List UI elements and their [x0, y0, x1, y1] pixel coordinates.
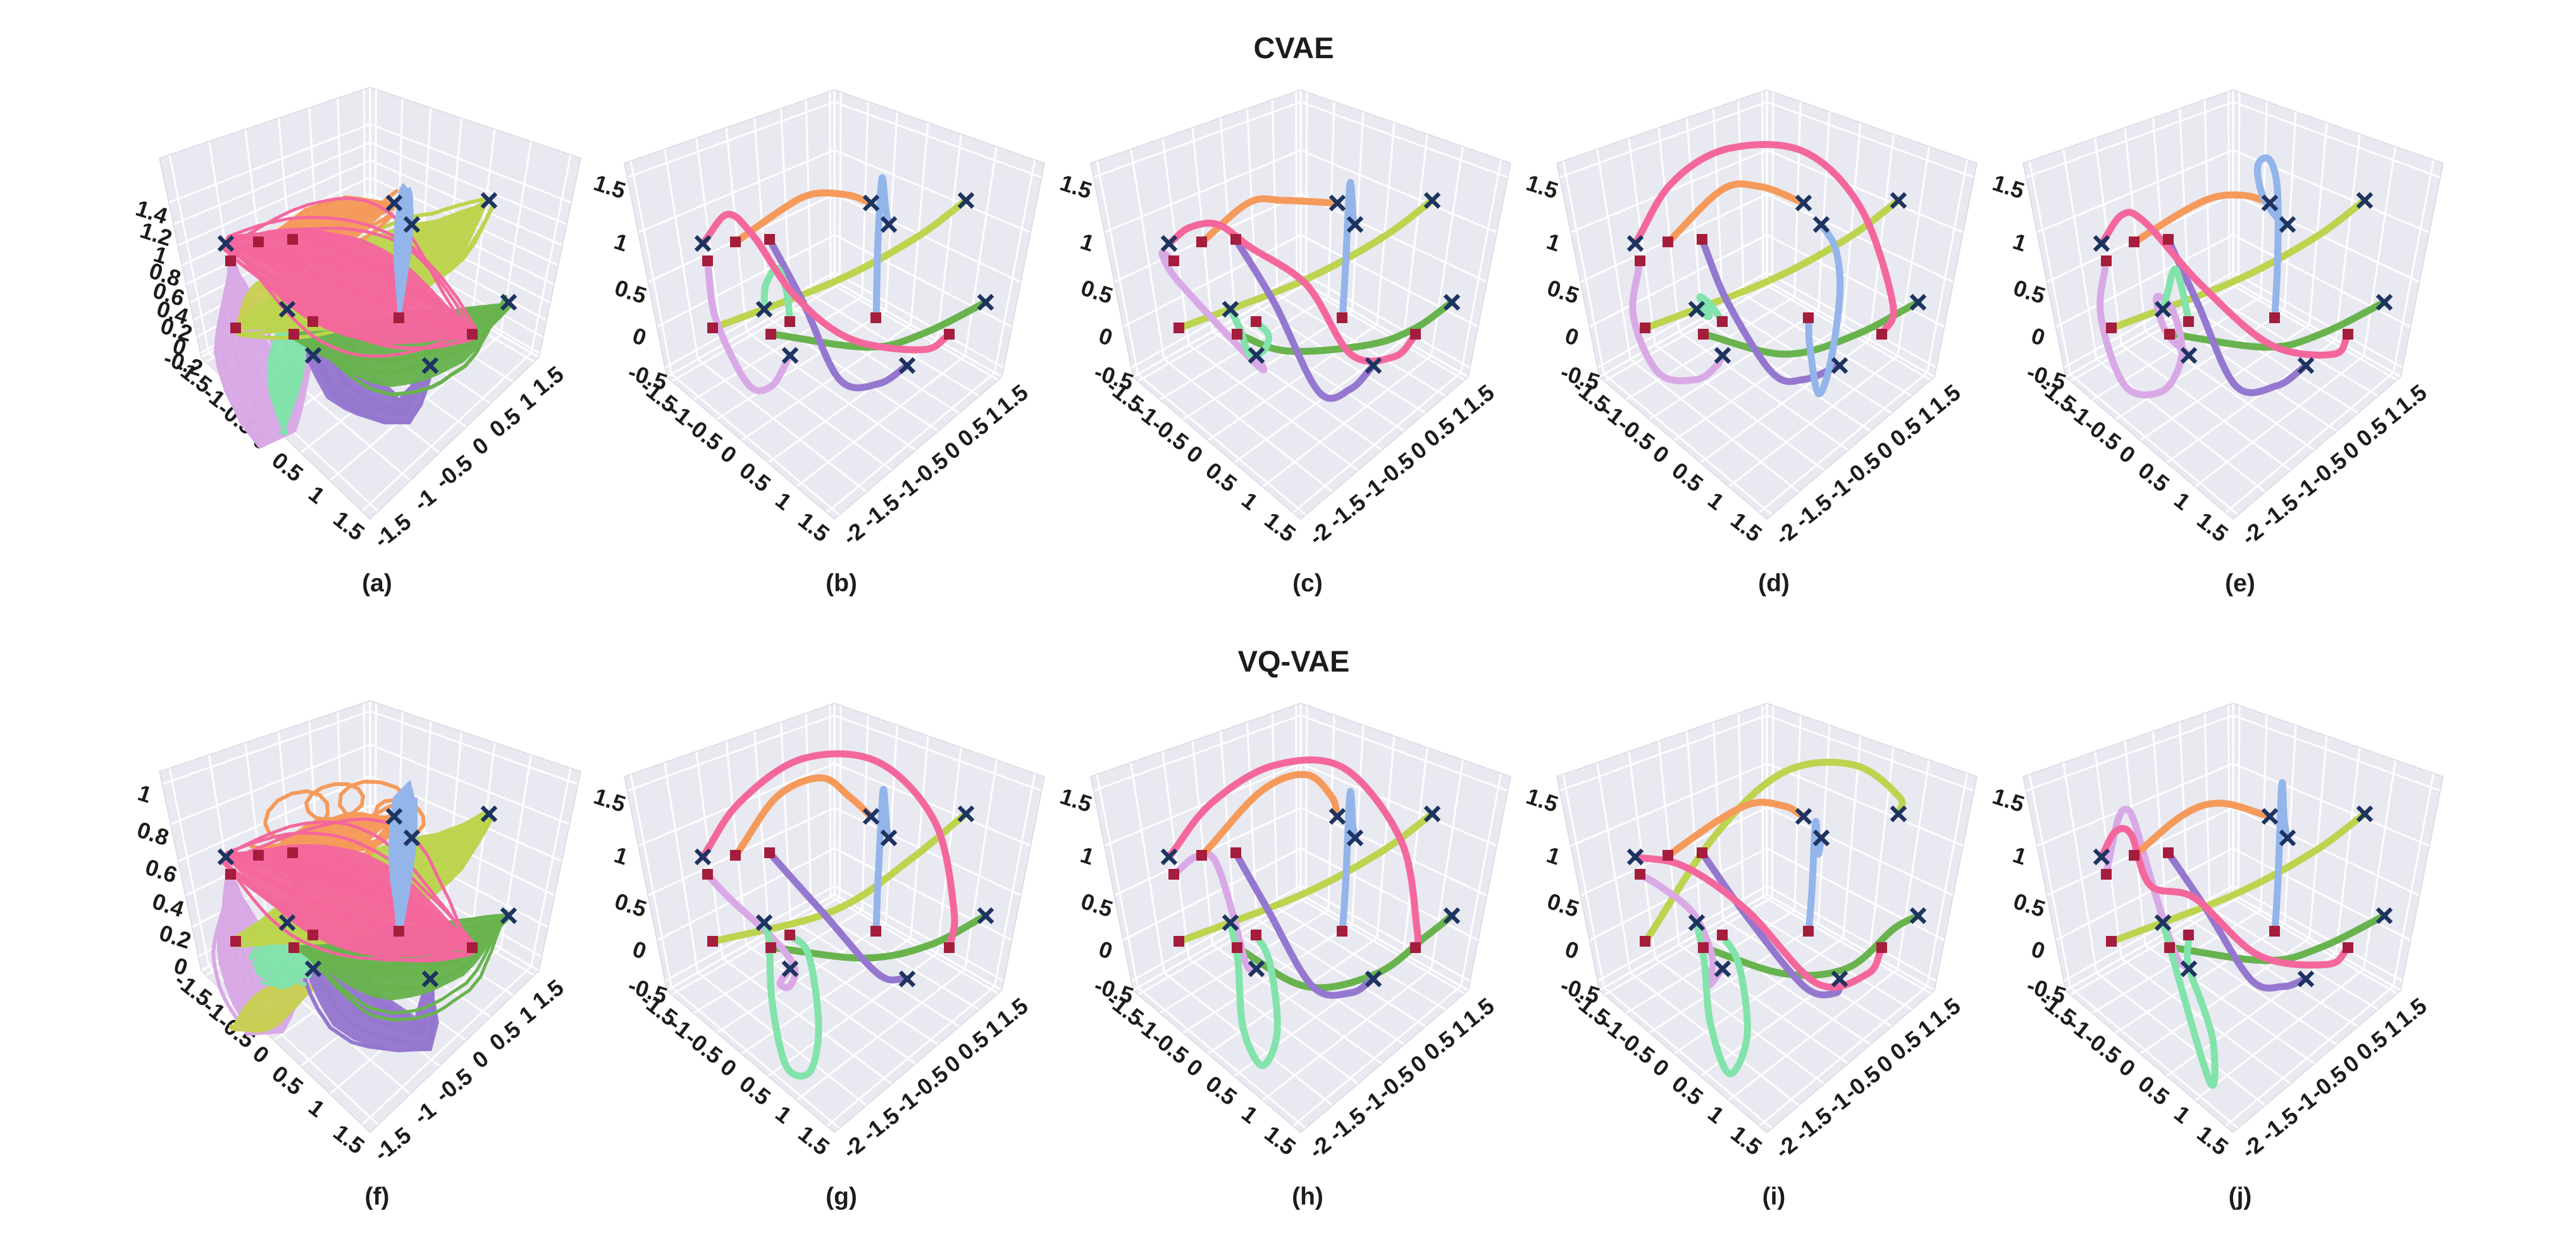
svg-text:(d): (d) — [1758, 570, 1790, 597]
svg-text:(b): (b) — [826, 570, 857, 597]
svg-text:(i): (i) — [1762, 1183, 1786, 1210]
svg-text:VQ-VAE: VQ-VAE — [1238, 644, 1350, 678]
svg-text:(a): (a) — [362, 570, 392, 597]
svg-text:(e): (e) — [2225, 570, 2255, 597]
svg-text:(c): (c) — [1292, 570, 1323, 597]
svg-text:(f): (f) — [365, 1183, 390, 1210]
svg-text:(h): (h) — [1292, 1183, 1323, 1210]
svg-text:(j): (j) — [2229, 1183, 2252, 1210]
svg-text:(g): (g) — [826, 1183, 857, 1210]
svg-text:CVAE: CVAE — [1253, 31, 1334, 65]
